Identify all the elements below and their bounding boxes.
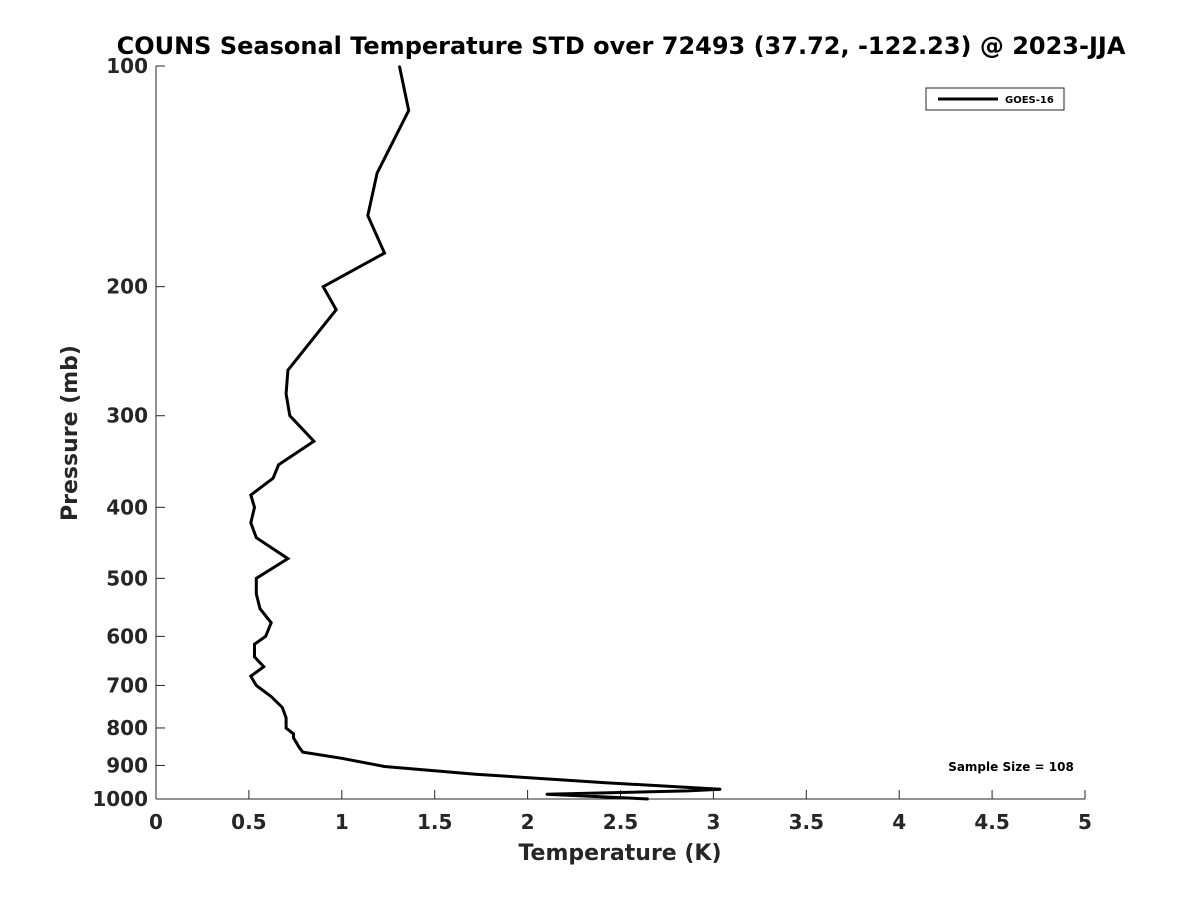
data-point bbox=[292, 733, 295, 735]
data-point bbox=[322, 285, 325, 288]
data-point bbox=[298, 746, 300, 749]
data-point bbox=[407, 109, 410, 112]
y-tick-label: 300 bbox=[106, 404, 148, 428]
data-point bbox=[367, 214, 369, 217]
data-point bbox=[686, 790, 689, 792]
data-point bbox=[253, 643, 256, 645]
x-tick-label: 2 bbox=[521, 810, 535, 834]
data-point bbox=[263, 665, 265, 668]
data-point bbox=[281, 706, 284, 709]
data-point bbox=[285, 393, 287, 395]
data-point bbox=[287, 557, 289, 560]
y-tick-label: 500 bbox=[106, 566, 148, 590]
series-layer bbox=[248, 65, 722, 801]
legend-entry-label: GOES-16 bbox=[1005, 95, 1054, 106]
x-tick-label: 1 bbox=[335, 810, 349, 834]
data-point bbox=[285, 717, 287, 719]
sample-size-annotation: Sample Size = 108 bbox=[948, 760, 1074, 774]
y-tick-label: 1000 bbox=[92, 787, 148, 811]
data-point bbox=[287, 369, 289, 372]
data-point bbox=[292, 737, 295, 739]
data-point bbox=[720, 788, 722, 791]
data-point bbox=[259, 607, 261, 610]
y-tick-label: 100 bbox=[106, 54, 148, 78]
data-point bbox=[250, 522, 252, 524]
y-tick-label: 400 bbox=[106, 495, 148, 519]
plot-axes: 0 0.5 1 1.5 2 2.5 3 3.5 4 4.5 5 100 200 300 400 500 600 7… bbox=[92, 54, 1092, 834]
data-point bbox=[335, 308, 338, 311]
data-point bbox=[253, 506, 256, 509]
data-point bbox=[302, 751, 304, 753]
x-axis-label: Temperature (K) bbox=[518, 841, 721, 866]
data-point bbox=[474, 773, 477, 775]
y-tick-label: 600 bbox=[106, 624, 148, 648]
data-point bbox=[250, 675, 252, 677]
data-point bbox=[277, 464, 280, 466]
x-tick-label: 2.5 bbox=[603, 810, 638, 834]
data-point bbox=[255, 684, 258, 687]
series-line-goes16 bbox=[248, 65, 721, 801]
data-point bbox=[250, 494, 252, 496]
data-point bbox=[289, 414, 291, 417]
data-point bbox=[398, 65, 401, 67]
data-point bbox=[270, 622, 273, 624]
data-point bbox=[253, 656, 256, 658]
x-tick-label: 0.5 bbox=[231, 810, 266, 834]
data-point bbox=[376, 172, 378, 174]
x-tick-label: 4.5 bbox=[974, 810, 1009, 834]
data-point bbox=[545, 793, 547, 795]
x-tick-label: 1.5 bbox=[417, 810, 452, 834]
data-point bbox=[647, 798, 650, 800]
data-point bbox=[341, 757, 343, 760]
data-point bbox=[255, 536, 258, 539]
data-point bbox=[255, 593, 258, 595]
data-point bbox=[313, 440, 315, 443]
data-point bbox=[285, 727, 287, 729]
x-tick-label: 3.5 bbox=[789, 810, 824, 834]
x-tick-label: 5 bbox=[1078, 810, 1092, 834]
data-point bbox=[255, 577, 258, 580]
x-tick-label: 4 bbox=[892, 810, 906, 834]
legend: GOES-16 bbox=[925, 87, 1065, 111]
data-point bbox=[272, 477, 274, 480]
x-tick-label: 3 bbox=[706, 810, 720, 834]
x-tick-label: 0 bbox=[149, 810, 163, 834]
chart-title: COUNS Seasonal Temperature STD over 7249… bbox=[117, 32, 1126, 60]
data-point bbox=[383, 252, 386, 254]
y-tick-label: 900 bbox=[106, 753, 148, 777]
y-tick-label: 700 bbox=[106, 673, 148, 697]
data-point bbox=[604, 781, 607, 784]
data-point bbox=[270, 695, 273, 698]
y-axis-label: Pressure (mb) bbox=[58, 345, 83, 521]
data-point bbox=[264, 635, 267, 638]
y-tick-label: 200 bbox=[106, 275, 148, 299]
y-tick-label: 800 bbox=[106, 716, 148, 740]
data-point bbox=[383, 765, 386, 768]
